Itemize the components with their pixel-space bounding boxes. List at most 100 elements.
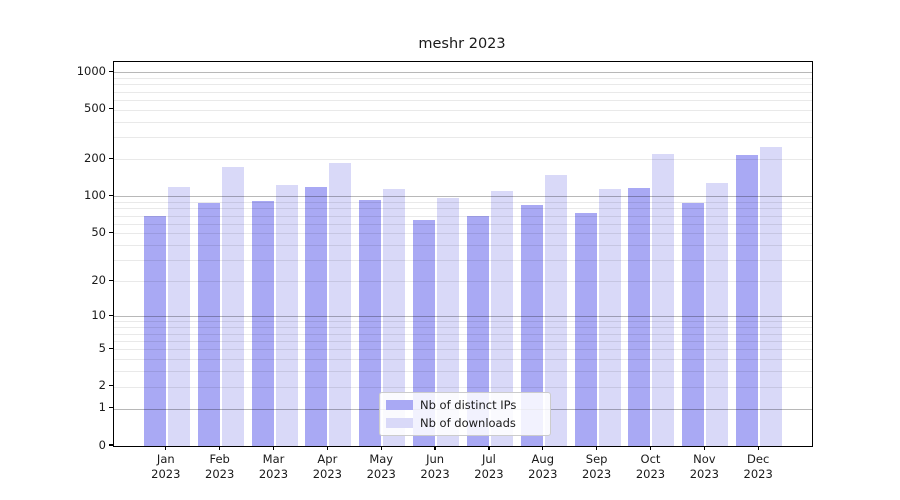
gridline-minor-2: [114, 386, 812, 388]
y-tick-label-100: 100: [84, 187, 106, 202]
x-tick-label-aug-2023: Aug 2023: [528, 452, 558, 481]
gridline-minor-60: [114, 223, 812, 225]
gridline-minor-4: [114, 358, 812, 360]
bar-nb-of-distinct-ips-jan-2023: [143, 215, 166, 446]
y-tick-label-0: 0: [98, 437, 106, 452]
gridline-minor-600: [114, 100, 812, 102]
x-tick-mark-feb-2023: [219, 446, 221, 451]
bar-nb-of-downloads-dec-2023: [760, 146, 783, 446]
gridline-minor-800: [114, 84, 812, 86]
y-tick-label-50: 50: [91, 224, 106, 239]
gridline-minor-3: [114, 371, 812, 373]
gridline-minor-70: [114, 215, 812, 217]
bar-nb-of-downloads-sep-2023: [598, 189, 621, 446]
gridline-minor-90: [114, 202, 812, 204]
x-tick-label-apr-2023: Apr 2023: [312, 452, 342, 481]
plot-area: [113, 61, 813, 447]
bar-nb-of-distinct-ips-jun-2023: [413, 220, 436, 446]
y-tick-mark-2: [109, 384, 113, 387]
gridline-minor-7: [114, 333, 812, 335]
gridline-major-1000: [114, 72, 812, 74]
bar-nb-of-downloads-mar-2023: [275, 184, 298, 446]
y-tick-label-1: 1: [98, 400, 106, 415]
y-tick-label-2: 2: [98, 378, 106, 393]
bar-nb-of-distinct-ips-apr-2023: [305, 186, 328, 446]
bar-nb-of-downloads-may-2023: [383, 189, 406, 446]
bar-nb-of-distinct-ips-sep-2023: [574, 212, 597, 446]
y-tick-label-500: 500: [84, 101, 106, 116]
x-tick-mark-aug-2023: [542, 446, 544, 451]
y-tick-label-1000: 1000: [76, 63, 106, 78]
bar-nb-of-distinct-ips-nov-2023: [682, 202, 705, 446]
x-tick-mark-jul-2023: [488, 446, 490, 451]
y-tick-mark-5: [109, 347, 113, 349]
x-tick-label-jul-2023: Jul 2023: [474, 452, 504, 481]
gridline-minor-30: [114, 260, 812, 262]
y-tick-label-20: 20: [91, 272, 106, 287]
chart-title: meshr 2023: [418, 36, 506, 52]
x-tick-label-feb-2023: Feb 2023: [205, 452, 235, 481]
x-tick-label-jan-2023: Jan 2023: [151, 452, 181, 481]
legend-label-distinct-ips: Nb of distinct IPs: [420, 398, 517, 412]
legend-swatch-distinct-ips: [386, 400, 413, 410]
bar-nb-of-distinct-ips-aug-2023: [520, 204, 543, 446]
gridline-minor-700: [114, 91, 812, 93]
legend-item-distinct-ips: Nb of distinct IPs: [386, 398, 542, 412]
bar-nb-of-downloads-jul-2023: [490, 191, 513, 446]
x-tick-mark-sep-2023: [596, 446, 598, 451]
legend: Nb of distinct IPs Nb of downloads: [379, 392, 551, 436]
y-tick-mark-500: [109, 108, 113, 110]
gridline-major-100: [114, 196, 812, 198]
bar-nb-of-distinct-ips-may-2023: [359, 199, 382, 446]
y-tick-mark-1: [109, 406, 113, 409]
bar-nb-of-distinct-ips-feb-2023: [197, 203, 220, 446]
x-tick-mark-mar-2023: [272, 446, 275, 451]
x-tick-mark-apr-2023: [326, 446, 328, 451]
legend-label-downloads: Nb of downloads: [420, 416, 516, 430]
y-tick-mark-0: [109, 444, 113, 446]
y-tick-label-5: 5: [98, 340, 106, 355]
bar-nb-of-downloads-oct-2023: [652, 154, 675, 446]
x-tick-label-dec-2023: Dec 2023: [743, 452, 773, 481]
gridline-minor-20: [114, 281, 812, 283]
bar-nb-of-distinct-ips-dec-2023: [736, 154, 759, 446]
x-tick-label-jun-2023: Jun 2023: [420, 452, 450, 481]
x-tick-mark-may-2023: [380, 446, 382, 451]
gridline-minor-8: [114, 327, 812, 329]
y-tick-mark-10: [109, 314, 113, 316]
x-tick-mark-oct-2023: [649, 446, 652, 451]
bar-nb-of-downloads-nov-2023: [706, 183, 729, 446]
x-tick-mark-nov-2023: [703, 446, 705, 451]
y-tick-mark-20: [109, 279, 113, 281]
gridline-minor-6: [114, 340, 812, 342]
bar-nb-of-distinct-ips-oct-2023: [628, 187, 651, 446]
gridline-minor-80: [114, 208, 812, 210]
bar-nb-of-downloads-jan-2023: [167, 186, 190, 446]
bar-nb-of-downloads-apr-2023: [329, 163, 352, 446]
x-tick-label-oct-2023: Oct 2023: [635, 452, 666, 481]
x-tick-label-mar-2023: Mar 2023: [258, 452, 289, 481]
y-tick-label-200: 200: [84, 150, 106, 165]
gridline-minor-500: [114, 109, 812, 111]
gridline-minor-300: [114, 137, 812, 139]
bar-nb-of-distinct-ips-jul-2023: [466, 215, 489, 446]
bar-nb-of-distinct-ips-mar-2023: [251, 200, 274, 446]
x-tick-label-sep-2023: Sep 2023: [581, 452, 612, 481]
x-tick-label-may-2023: May 2023: [366, 452, 396, 481]
y-tick-mark-100: [109, 194, 113, 197]
y-tick-mark-50: [109, 231, 113, 233]
legend-swatch-downloads: [386, 418, 413, 428]
x-tick-mark-dec-2023: [757, 446, 759, 451]
gridline-minor-900: [114, 78, 812, 80]
y-tick-mark-1000: [109, 70, 113, 73]
gridline-minor-5: [114, 349, 812, 351]
legend-item-downloads: Nb of downloads: [386, 416, 542, 430]
gridline-minor-200: [114, 159, 812, 161]
bar-nb-of-downloads-jun-2023: [437, 197, 460, 446]
bar-nb-of-downloads-aug-2023: [544, 175, 567, 446]
x-tick-mark-jan-2023: [165, 446, 167, 451]
gridline-minor-50: [114, 233, 812, 235]
gridline-minor-9: [114, 321, 812, 323]
gridline-minor-400: [114, 121, 812, 123]
